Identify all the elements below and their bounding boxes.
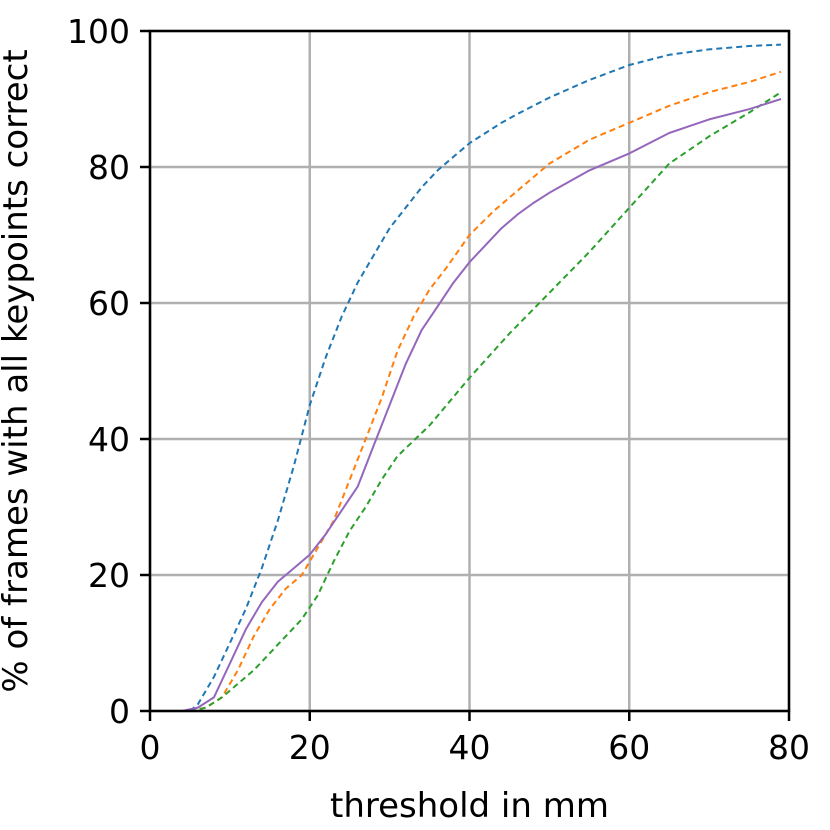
grid [148,29,791,713]
y-tick-label: 0 [109,692,130,731]
axis-ticks: 0 20 40 60 80 0 20 40 60 80 100 [67,12,810,767]
series-line-4 [181,98,782,712]
x-axis-label: threshold in mm [330,786,609,826]
x-tick-label: 60 [608,728,650,767]
y-tick-label: 40 [88,420,130,459]
y-tick-label: 60 [88,284,130,323]
series-line-3 [189,91,782,712]
series-line-1 [189,43,782,712]
y-tick-label: 100 [67,12,130,51]
x-tick-label: 40 [449,728,491,767]
x-tick-label: 80 [768,728,810,767]
x-tick-label: 20 [289,728,331,767]
series-line-2 [189,70,782,712]
x-tick-label: 0 [140,728,161,767]
series-lines [181,43,782,712]
y-tick-label: 20 [88,556,130,595]
y-axis-label: % of frames with all keypoints correct [0,49,36,692]
y-tick-label: 80 [88,148,130,187]
